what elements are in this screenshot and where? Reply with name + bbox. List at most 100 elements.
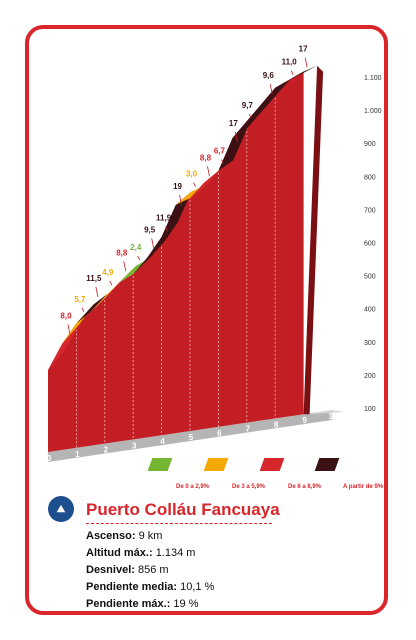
stat-altitud-max: Altitud máx.: 1.134 m [86,547,195,559]
segment-gradient-label: 9,5 [144,225,156,234]
segment-label-leader [109,280,113,286]
segment-label-leader [234,131,238,143]
segment-gradient-label: 4,9 [102,268,114,277]
gradient-segment-band [204,160,234,183]
x-tick-label: 7 [246,425,251,434]
segment-label-leader [221,159,224,164]
segment-gradient-label: 11,9 [156,214,172,223]
stat-label: Ascenso: [86,530,136,542]
segment-label-leader [248,113,252,119]
legend-label-dark: A partir de 9% [343,484,384,490]
segment-gradient-label: 8,8 [116,248,128,257]
y-tick-label: 600 [364,241,376,248]
segment-gradient-label: 8,0 [60,311,72,320]
gradient-segment-band [246,80,290,122]
stat-label: Desnivel: [86,564,135,576]
segment-gradient-label: 8,8 [200,153,212,162]
gradient-segment-band [218,127,248,171]
segment-gradient-label: 11,5 [86,274,102,283]
gradient-segment-band [48,323,80,371]
segment-label-leader [269,84,273,95]
segment-gradient-label: 17 [299,44,308,53]
segment-label-leader [179,195,182,206]
segment-label-leader [95,286,99,297]
y-tick-label: 500 [364,274,376,281]
segment-gradient-label: 19 [173,182,182,191]
stat-ascenso: Ascenso: 9 km [86,530,162,542]
segment-gradient-label: 9,7 [242,101,254,110]
legend-label-green: De 0 a 2,9% [176,484,210,490]
x-tick-label: 6 [217,429,222,438]
stat-label: Pendiente máx.: [86,598,171,610]
x-tick-label: 3 [132,441,137,450]
stat-label: Altitud máx.: [86,547,153,559]
divider [86,523,272,524]
stat-pendiente-max: Pendiente máx.: 19 % [86,598,199,610]
gradient-segment-band [232,112,262,138]
legend-item-red: De 6 a 8,9% [259,458,322,490]
pass-name: Puerto Colláu Fancuaya [86,500,280,519]
gradient-segment-band [161,191,192,237]
segment-label-leader [81,307,85,313]
stat-desnivel: Desnivel: 856 m [86,564,169,576]
segment-gradient-label: 6,7 [214,147,226,156]
segment-gradient-label: 2,4 [130,243,142,252]
segment-gradient-label: 5,7 [74,295,86,304]
legend-label-red: De 6 a 8,9% [288,484,322,490]
legend-swatch-green [147,458,173,471]
segment-label-leader [67,324,71,335]
stat-value: 19 % [173,598,199,610]
y-tick-label: 200 [364,373,376,380]
x-tick-label: 5 [189,433,194,442]
gradient-segment-band [147,222,178,258]
stat-label: Pendiente media: [86,581,178,593]
gradient-segment-band [133,242,164,274]
stat-value: 9 km [138,530,163,542]
segment-label-leader [304,57,308,68]
x-tick-label: 0 [47,454,52,463]
y-tick-label: 1.000 [364,108,382,115]
segment-gradient-label: 9,6 [263,71,275,80]
gradient-segment-band [76,293,108,324]
legend-item-green: De 0 a 2,9% [147,458,210,490]
x-tick-label: 2 [104,446,109,455]
y-tick-label: 300 [364,340,376,347]
x-tick-label: 10 [329,412,338,421]
segment-label-leader [123,261,127,272]
y-tick-label: 1.100 [364,75,382,82]
legend-item-orange: De 3 a 5,9% [203,458,266,490]
y-tick-label: 700 [364,207,376,214]
segment-label-leader [207,166,210,177]
segment-gradient-label: 17 [229,119,238,128]
y-tick-label: 900 [364,141,376,148]
y-tick-label: 400 [364,307,376,314]
legend-swatch-red [259,458,285,471]
legend-swatch-dark [314,458,340,471]
x-tick-label: 9 [302,416,307,425]
stat-pendiente-media: Pendiente media: 10,1 % [86,581,214,593]
y-tick-label: 100 [364,406,376,413]
profile-end-cap [303,65,324,415]
y-tick-label: 800 [364,174,376,181]
stat-value: 1.134 m [155,547,196,559]
x-tick-label: 1 [75,450,80,459]
segment-label-leader [165,226,168,231]
x-tick-label: 8 [274,420,279,429]
legend-swatch-orange [203,458,229,471]
gradient-segment-band [190,171,220,199]
legend-item-dark: A partir de 9% [314,458,384,490]
segment-label-leader [137,255,141,261]
legend-label-orange: De 3 a 5,9% [232,484,266,490]
stat-value: 856 m [137,564,169,576]
mountain-pass-icon: ⛰ [48,496,74,522]
segment-gradient-label: 11,0 [282,58,298,67]
segment-label-leader [290,70,294,75]
profile-base [48,410,332,462]
profile-front-face [48,71,304,453]
stat-value: 10,1 % [180,581,215,593]
x-tick-label: 4 [160,437,165,446]
segment-label-leader [193,182,196,187]
segment-gradient-label: 3,0 [186,170,198,179]
segment-label-leader [151,238,155,249]
